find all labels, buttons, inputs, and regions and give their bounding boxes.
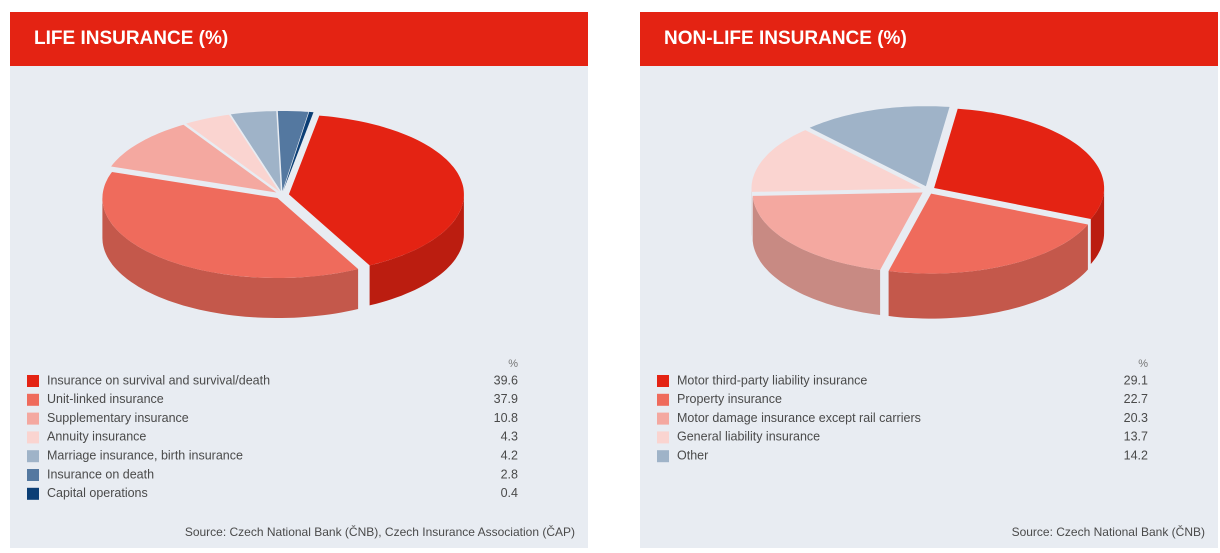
legend-value: 2.8	[501, 467, 518, 481]
legend-swatch	[657, 375, 669, 387]
legend-label: Other	[677, 448, 708, 462]
legend-swatch	[657, 431, 669, 443]
legend-label: Annuity insurance	[47, 430, 146, 444]
legend-label: Supplementary insurance	[47, 411, 189, 425]
legend-value: 22.7	[1124, 392, 1148, 406]
legend-value: 20.3	[1124, 411, 1148, 425]
legend-label: Capital operations	[47, 486, 148, 500]
panel: % Motor third-party liability insurance 29…	[640, 66, 1218, 548]
legend-label: Insurance on death	[47, 467, 154, 481]
legend-label: Marriage insurance, birth insurance	[47, 448, 243, 462]
panel: % Insurance on survival and survival/deat…	[10, 66, 588, 548]
legend-value: 4.2	[501, 448, 518, 462]
legend-swatch	[657, 394, 669, 406]
legend-swatch	[27, 431, 39, 443]
source: Source: Czech National Bank (ČNB), Czech…	[185, 524, 575, 539]
legend-swatch	[657, 413, 669, 425]
chart: % Insurance on survival and survival/deat…	[10, 66, 588, 548]
legend-label: Insurance on survival and survival/death	[47, 373, 270, 387]
panel-title: NON-LIFE INSURANCE (%)	[640, 12, 1218, 66]
legend-swatch	[27, 450, 39, 462]
legend-value: 39.6	[494, 373, 518, 387]
legend-label: General liability insurance	[677, 430, 820, 444]
legend-value: 14.2	[1124, 448, 1148, 462]
legend-value: 13.7	[1124, 430, 1148, 444]
legend-value: 0.4	[501, 486, 518, 500]
legend-label: Motor third-party liability insurance	[677, 373, 867, 387]
legend-value: 29.1	[1124, 373, 1148, 387]
legend-unit: %	[508, 358, 518, 370]
legend-swatch	[27, 488, 39, 500]
legend-value: 10.8	[494, 411, 518, 425]
legend-label: Motor damage insurance except rail carri…	[677, 411, 921, 425]
legend-label: Property insurance	[677, 392, 782, 406]
legend-swatch	[27, 469, 39, 481]
legend-swatch	[27, 413, 39, 425]
source: Source: Czech National Bank (ČNB)	[1012, 524, 1205, 539]
panel-title: LIFE INSURANCE (%)	[10, 12, 588, 66]
legend-unit: %	[1138, 358, 1148, 370]
legend-value: 4.3	[501, 430, 518, 444]
chart: % Motor third-party liability insurance 29…	[640, 66, 1218, 548]
legend-swatch	[657, 450, 669, 462]
legend-value: 37.9	[494, 392, 518, 406]
legend-swatch	[27, 375, 39, 387]
legend-label: Unit-linked insurance	[47, 392, 164, 406]
legend-swatch	[27, 394, 39, 406]
